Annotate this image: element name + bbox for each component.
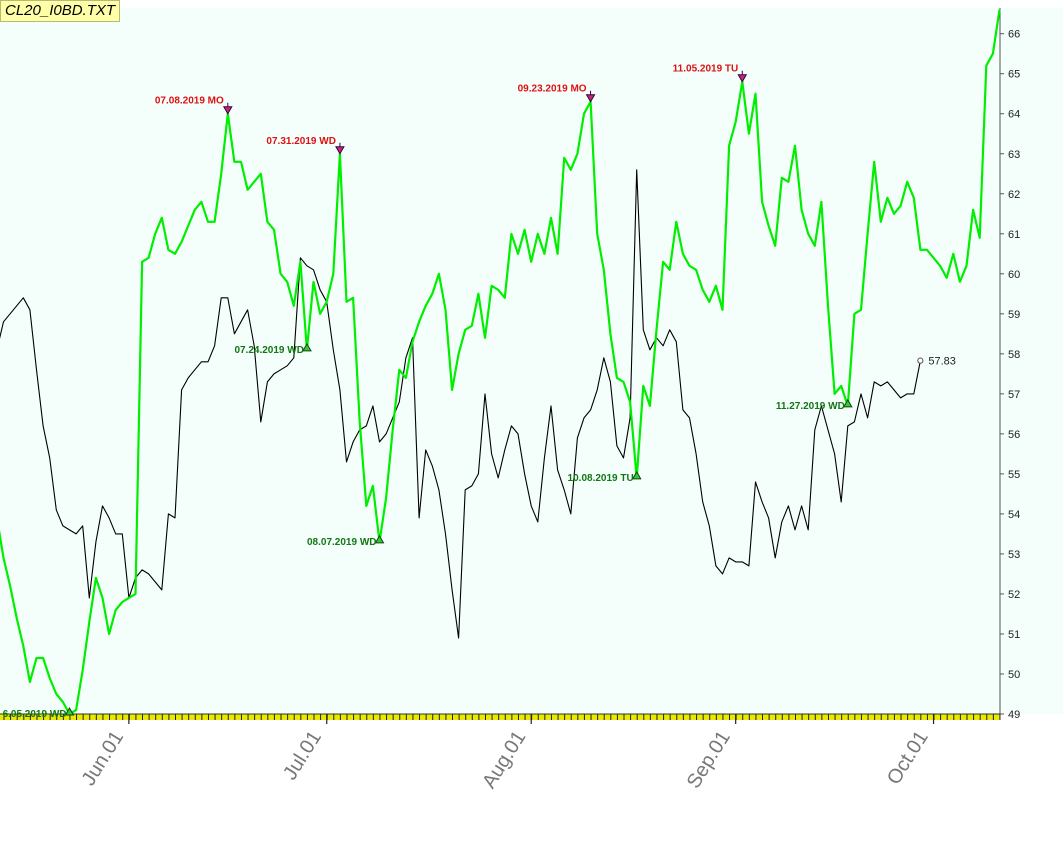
y-tick-label: 53	[1008, 549, 1020, 561]
y-tick-label: 50	[1008, 669, 1020, 681]
price-line	[0, 169, 921, 639]
y-tick-label: 63	[1008, 149, 1020, 161]
low-marker	[374, 534, 385, 544]
y-tick-label: 61	[1008, 229, 1020, 241]
last-value-marker	[917, 357, 924, 364]
y-tick-label: 56	[1008, 429, 1020, 441]
high-label: 07.08.2019 MO	[155, 96, 224, 107]
y-tick-label: 49	[1008, 709, 1020, 721]
y-tick-label: 58	[1008, 349, 1020, 361]
low-marker	[842, 398, 853, 408]
low-marker	[631, 470, 642, 480]
y-tick-label: 60	[1008, 269, 1020, 281]
plot-background	[0, 8, 1063, 714]
y-tick-label: 57	[1008, 389, 1020, 401]
high-label: 09.23.2019 MO	[518, 84, 587, 95]
cycle-line	[0, 9, 1001, 716]
low-label: 11.27.2019 WD	[776, 401, 845, 412]
x-tick-label: Aug.01	[478, 727, 530, 792]
x-axis-band	[0, 714, 1000, 720]
low-marker	[302, 342, 312, 352]
last-value-label: 57.83	[928, 356, 956, 368]
y-tick-label: 62	[1008, 189, 1020, 201]
y-tick-label: 52	[1008, 589, 1020, 601]
x-tick-label: Jul.01	[279, 727, 326, 784]
y-tick-label: 51	[1008, 629, 1020, 641]
y-tick-label: 65	[1008, 69, 1020, 81]
y-tick-label: 54	[1008, 509, 1020, 521]
low-label: 10.08.2019 TU	[568, 473, 634, 484]
low-label: 6.05.2019 WD	[3, 709, 67, 720]
high-label: 11.05.2019 TU	[673, 64, 739, 75]
y-tick-label: 66	[1008, 29, 1020, 41]
x-tick-label: Jun.01	[78, 727, 128, 790]
x-tick-label: Sep.01	[683, 727, 735, 792]
chart-title[interactable]: CL20_I0BD.TXT	[0, 0, 121, 22]
x-tick-label: Oct.01	[883, 727, 933, 789]
y-tick-label: 55	[1008, 469, 1020, 481]
low-marker	[64, 706, 75, 716]
high-label: 07.31.2019 WD	[266, 136, 336, 147]
y-tick-label: 59	[1008, 309, 1020, 321]
y-tick-label: 64	[1008, 109, 1020, 121]
low-label: 07.24.2019 WD	[234, 345, 304, 356]
low-label: 08.07.2019 WD	[307, 537, 377, 548]
